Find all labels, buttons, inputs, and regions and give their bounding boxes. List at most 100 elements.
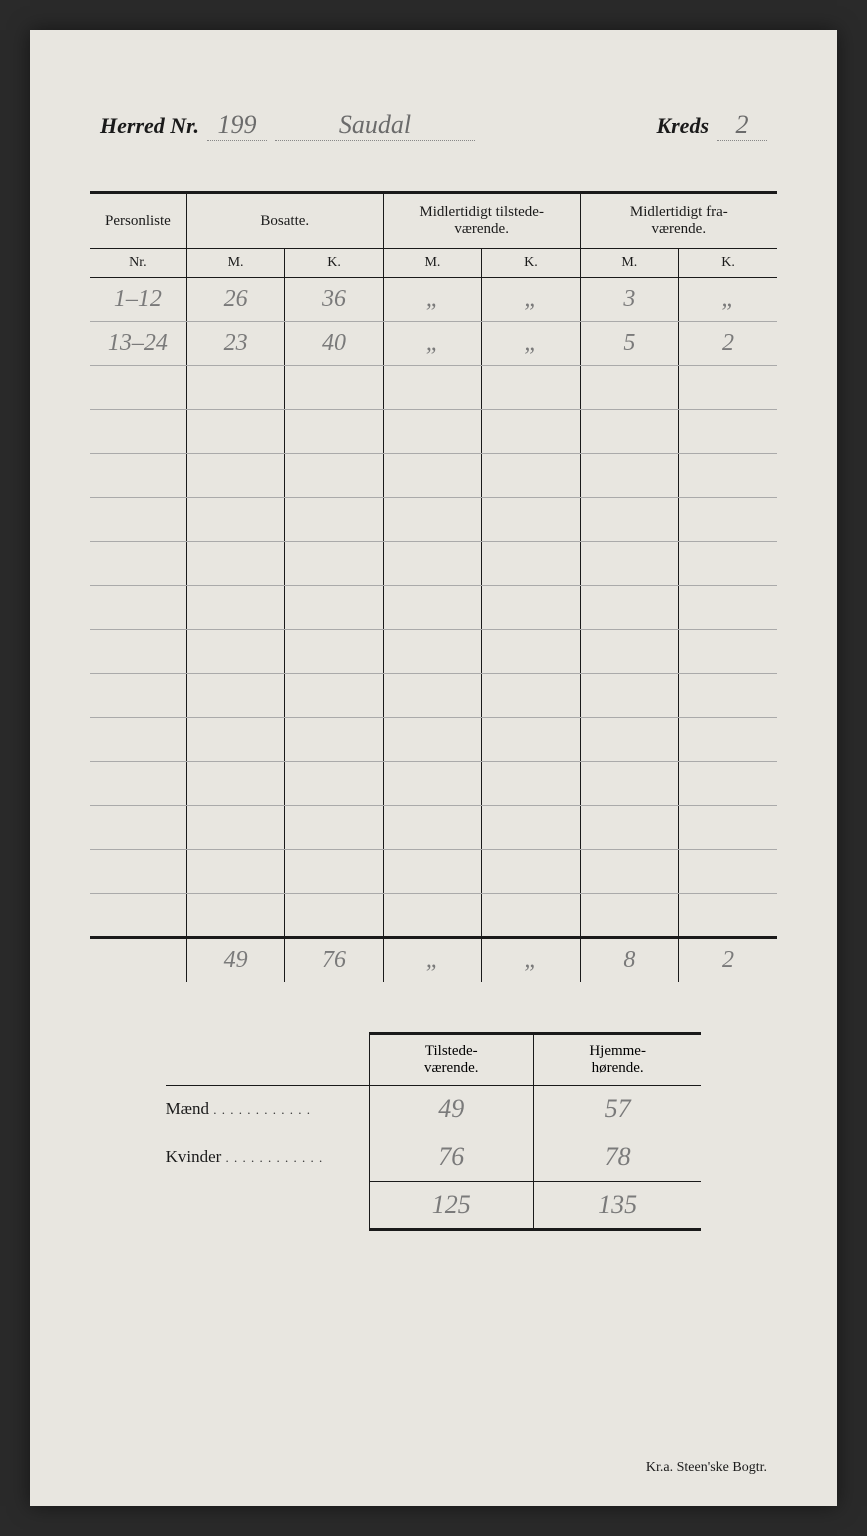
- table-row: 13–242340„„52: [90, 322, 777, 366]
- cell-fra_k: [679, 674, 777, 718]
- kvinder-til: 76: [369, 1133, 533, 1181]
- cell-bos_m: [186, 762, 284, 806]
- cell-fra_m: [580, 366, 678, 410]
- row-maend: Mænd 49 57: [166, 1085, 702, 1133]
- table-row: [90, 586, 777, 630]
- cell-til_m: [383, 586, 481, 630]
- form-header: Herred Nr. 199 Saudal Kreds 2: [90, 110, 777, 141]
- cell-til_m: [383, 630, 481, 674]
- cell-bos_k: [285, 410, 383, 454]
- cell-bos_m: [186, 498, 284, 542]
- cell-fra_k: „: [679, 278, 777, 322]
- cell-fra_m: [580, 542, 678, 586]
- col-midl-fra: Midlertidigt fra- værende.: [580, 193, 777, 249]
- cell-fra_k: [679, 762, 777, 806]
- col-til-k: K.: [482, 249, 580, 278]
- table-row: 1–122636„„3„: [90, 278, 777, 322]
- cell-bos_m: [186, 366, 284, 410]
- cell-fra_m: [580, 806, 678, 850]
- cell-fra_m: 5: [580, 322, 678, 366]
- cell-nr: [90, 718, 186, 762]
- cell-bos_k: [285, 454, 383, 498]
- table-row: [90, 674, 777, 718]
- table-row: [90, 410, 777, 454]
- cell-bos_k: [285, 762, 383, 806]
- cell-til_m: [383, 806, 481, 850]
- cell-nr: [90, 454, 186, 498]
- kvinder-hjem: 78: [533, 1133, 701, 1181]
- cell-til_m: [383, 498, 481, 542]
- cell-til_k: [482, 718, 580, 762]
- cell-fra_m: [580, 894, 678, 938]
- cell-bos_k: [285, 850, 383, 894]
- herred-number: 199: [207, 110, 267, 141]
- summary-table: Tilstede- værende. Hjemme- hørende. Mænd…: [166, 1032, 702, 1231]
- cell-fra_m: [580, 586, 678, 630]
- cell-bos_m: [186, 454, 284, 498]
- cell-nr: [90, 366, 186, 410]
- cell-bos_k: [285, 718, 383, 762]
- row-kvinder: Kvinder 76 78: [166, 1133, 702, 1181]
- cell-til_k: [482, 586, 580, 630]
- col-hjemme: Hjemme- hørende.: [533, 1033, 701, 1085]
- cell-til_m: [383, 454, 481, 498]
- total-til-m: „: [383, 938, 481, 982]
- kreds-label: Kreds: [656, 113, 709, 139]
- cell-fra_m: [580, 410, 678, 454]
- cell-nr: [90, 674, 186, 718]
- cell-nr: [90, 498, 186, 542]
- total-fra-k: 2: [679, 938, 777, 982]
- kreds-number: 2: [717, 110, 767, 141]
- table-row: [90, 454, 777, 498]
- totals-row: 49 76 „ „ 8 2: [90, 938, 777, 982]
- cell-til_k: [482, 894, 580, 938]
- cell-fra_m: [580, 674, 678, 718]
- cell-til_k: [482, 674, 580, 718]
- cell-bos_k: [285, 498, 383, 542]
- cell-bos_k: [285, 366, 383, 410]
- total-til: 125: [369, 1181, 533, 1229]
- cell-bos_k: [285, 542, 383, 586]
- col-til-m: M.: [383, 249, 481, 278]
- cell-til_k: [482, 806, 580, 850]
- cell-bos_m: [186, 850, 284, 894]
- cell-bos_k: [285, 586, 383, 630]
- herred-label: Herred Nr.: [100, 113, 199, 139]
- cell-bos_k: [285, 806, 383, 850]
- table-row: [90, 850, 777, 894]
- cell-fra_k: [679, 410, 777, 454]
- cell-fra_m: [580, 498, 678, 542]
- cell-fra_k: [679, 806, 777, 850]
- table-row: [90, 762, 777, 806]
- total-fra-m: 8: [580, 938, 678, 982]
- cell-til_k: [482, 410, 580, 454]
- cell-til_k: [482, 850, 580, 894]
- cell-til_k: „: [482, 322, 580, 366]
- cell-bos_m: [186, 630, 284, 674]
- main-table: Personliste Bosatte. Midlertidigt tilste…: [90, 191, 777, 982]
- cell-bos_m: [186, 542, 284, 586]
- col-tilstede: Tilstede- værende.: [369, 1033, 533, 1085]
- table-row: [90, 894, 777, 938]
- cell-nr: [90, 850, 186, 894]
- cell-til_k: [482, 542, 580, 586]
- cell-nr: [90, 894, 186, 938]
- table-row: [90, 630, 777, 674]
- table-row: [90, 806, 777, 850]
- cell-fra_k: 2: [679, 322, 777, 366]
- col-midl-tilstede: Midlertidigt tilstede- værende.: [383, 193, 580, 249]
- col-fra-k: K.: [679, 249, 777, 278]
- cell-til_m: [383, 850, 481, 894]
- cell-til_k: [482, 498, 580, 542]
- cell-bos_k: 36: [285, 278, 383, 322]
- cell-fra_k: [679, 850, 777, 894]
- cell-bos_k: [285, 630, 383, 674]
- cell-bos_m: [186, 806, 284, 850]
- cell-nr: 13–24: [90, 322, 186, 366]
- label-maend: Mænd: [166, 1099, 311, 1118]
- cell-fra_k: [679, 454, 777, 498]
- total-til-k: „: [482, 938, 580, 982]
- table-row: [90, 366, 777, 410]
- cell-fra_m: 3: [580, 278, 678, 322]
- summary-blank-header: [166, 1033, 370, 1085]
